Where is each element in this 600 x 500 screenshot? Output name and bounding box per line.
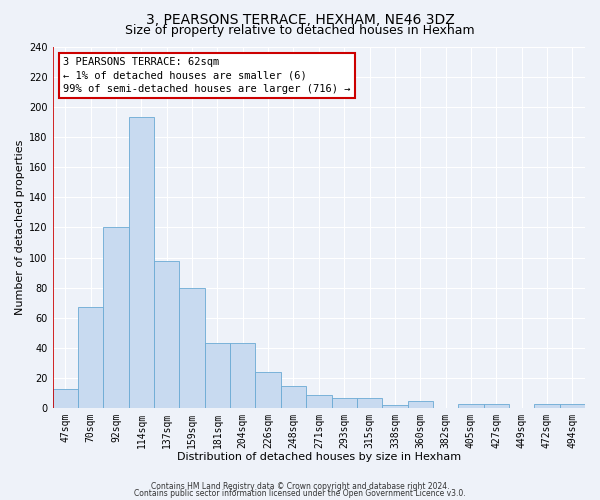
Bar: [484, 404, 509, 408]
Bar: [230, 344, 256, 408]
Text: Contains public sector information licensed under the Open Government Licence v3: Contains public sector information licen…: [134, 489, 466, 498]
Text: Size of property relative to detached houses in Hexham: Size of property relative to detached ho…: [125, 24, 475, 37]
Bar: [256, 372, 281, 408]
Bar: [78, 307, 103, 408]
Bar: [179, 288, 205, 408]
Bar: [382, 405, 407, 408]
Bar: [357, 398, 382, 408]
Bar: [458, 404, 484, 408]
Bar: [205, 344, 230, 408]
Text: 3 PEARSONS TERRACE: 62sqm
← 1% of detached houses are smaller (6)
99% of semi-de: 3 PEARSONS TERRACE: 62sqm ← 1% of detach…: [63, 58, 351, 94]
Bar: [332, 398, 357, 408]
Bar: [154, 260, 179, 408]
Bar: [407, 400, 433, 408]
Bar: [129, 118, 154, 408]
Bar: [535, 404, 560, 408]
Bar: [103, 228, 129, 408]
X-axis label: Distribution of detached houses by size in Hexham: Distribution of detached houses by size …: [177, 452, 461, 462]
Y-axis label: Number of detached properties: Number of detached properties: [15, 140, 25, 315]
Bar: [560, 404, 585, 408]
Text: 3, PEARSONS TERRACE, HEXHAM, NE46 3DZ: 3, PEARSONS TERRACE, HEXHAM, NE46 3DZ: [146, 12, 454, 26]
Bar: [53, 388, 78, 408]
Text: Contains HM Land Registry data © Crown copyright and database right 2024.: Contains HM Land Registry data © Crown c…: [151, 482, 449, 491]
Bar: [281, 386, 306, 408]
Bar: [306, 394, 332, 408]
